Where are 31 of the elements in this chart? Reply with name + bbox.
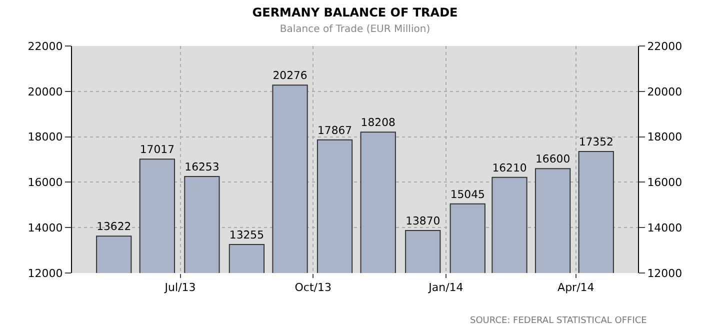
y-tick-label: 22000 xyxy=(28,40,63,53)
y-tick-label: 16000 xyxy=(28,176,63,190)
data-label: 17352 xyxy=(578,136,614,149)
data-label: 17017 xyxy=(140,143,174,156)
x-tick-label: Oct/13 xyxy=(294,281,332,294)
y-tick-label: 12000 xyxy=(28,266,63,280)
data-label: 13870 xyxy=(406,214,440,228)
data-label: 16253 xyxy=(184,160,220,174)
y-tick-label: 14000 xyxy=(28,221,63,234)
chart-subtitle: Balance of Trade (EUR Million) xyxy=(280,24,430,35)
data-label: 17867 xyxy=(317,124,352,137)
y-tick-label: 20000 xyxy=(28,85,63,98)
data-label: 16600 xyxy=(536,152,570,166)
y2-tick-label: 18000 xyxy=(647,130,682,144)
x-tick-label: Jul/13 xyxy=(164,281,196,294)
data-label: 15045 xyxy=(450,188,485,201)
y2-tick-label: 12000 xyxy=(647,266,682,280)
data-label: 13622 xyxy=(96,220,132,234)
data-label: 18208 xyxy=(360,116,396,130)
source-note: SOURCE: FEDERAL STATISTICAL OFFICE xyxy=(470,316,648,325)
x-tick-label: Jan/14 xyxy=(428,281,464,294)
x-tick-label: Apr/14 xyxy=(558,281,594,294)
y2-tick-label: 22000 xyxy=(647,40,682,53)
y2-tick-label: 20000 xyxy=(647,85,682,98)
data-label: 16210 xyxy=(492,161,527,174)
data-label: 13255 xyxy=(229,228,264,242)
y-tick-label: 18000 xyxy=(28,130,63,144)
y2-tick-label: 16000 xyxy=(647,176,682,190)
y2-tick-label: 14000 xyxy=(647,221,682,234)
chart-title: GERMANY BALANCE OF TRADE xyxy=(252,5,458,20)
data-label: 20276 xyxy=(272,69,308,82)
